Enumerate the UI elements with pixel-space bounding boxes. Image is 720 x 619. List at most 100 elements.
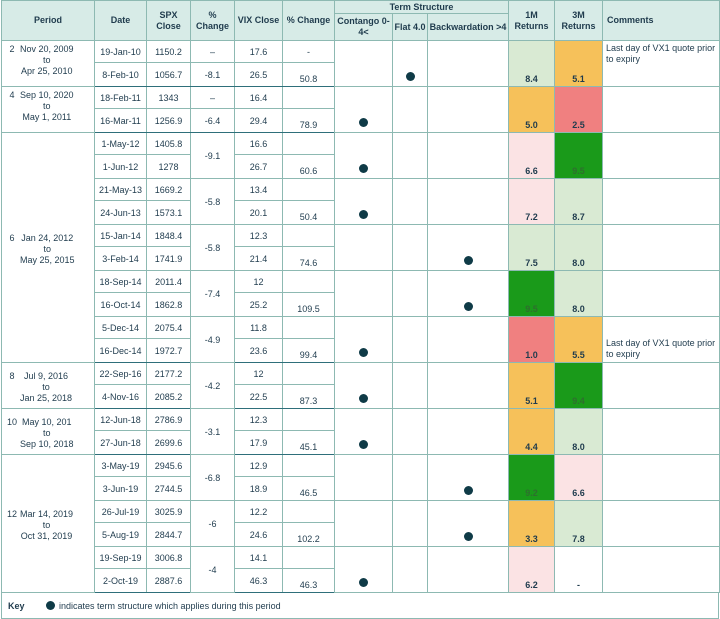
vix-close-cell: 16.6 [234,132,283,155]
vix-close-cell: 17.9 [234,430,283,455]
vix-change-cell: 102.2 [282,522,335,547]
date-cell: 5-Aug-19 [94,522,147,547]
vix-close-cell: 17.6 [234,40,283,63]
return-3m-cell: 2.5 [554,86,604,133]
vix-change-cell [282,270,335,293]
return-3m-value: 9.5 [572,166,585,176]
vix-close-cell: 14.1 [234,546,283,569]
return-3m-value: 8.0 [572,304,585,314]
spx-close-cell: 2177.2 [146,362,191,385]
comment-cell [602,86,720,133]
table-row: 6 Jan 24, 2012 to May 25, 2015 1-May-12 1405.… [1,132,720,363]
period-range: Jan 24, 2012 to May 25, 2015 [20,233,75,266]
term-contango-cell [334,362,393,409]
term-backwardation-cell [426,362,510,409]
vix-change-cell [282,546,335,569]
term-contango-cell [334,408,393,455]
vix-change-cell [282,316,335,339]
return-3m-value: 8.7 [572,212,585,222]
spx-change-cell: – [190,86,235,109]
return-1m-value: 8.4 [525,74,538,84]
period-cell: 6 Jan 24, 2012 to May 25, 2015 [1,132,95,363]
spx-close-cell: 2011.4 [146,270,191,293]
period-number: 4 [9,90,15,100]
return-1m-cell: 8.4 [508,40,556,87]
table-row: 4 Sep 10, 2020 to May 1, 2011 18-Feb-11 1343–… [1,86,720,133]
vix-change-cell: 50.8 [282,62,335,87]
term-contango-cell [334,86,393,133]
spx-change-cell: – [190,40,235,63]
period-start: Sep 10, 2020 [20,90,74,100]
return-1m-cell: 1.0 [508,316,556,363]
term-contango-cell [334,546,393,593]
date-cell: 12-Jun-18 [94,408,147,431]
spx-close-cell: 1848.4 [146,224,191,247]
period-range: May 10, 201 to Sep 10, 2018 [20,417,74,450]
date-cell: 16-Mar-11 [94,108,147,133]
spx-change-cell: -4.2 [190,362,235,409]
date-cell: 3-May-19 [94,454,147,477]
table-row: 5-Aug-19 2844.7 24.6 102.2 [2,522,720,547]
vix-close-cell: 21.4 [234,246,283,271]
term-dot-icon [463,486,473,495]
date-cell: 24-Jun-13 [94,200,147,225]
vix-close-cell: 25.2 [234,292,283,317]
key-label: Key [8,600,25,611]
date-cell: 22-Sep-16 [94,362,147,385]
spx-change-cell: -9.1 [190,132,235,179]
period-to: to [43,243,52,254]
period-start: Jul 9, 2016 [24,370,69,381]
vix-close-cell: 12 [234,270,283,293]
spx-close-cell: 2786.9 [146,408,191,431]
return-3m-value: 6.6 [572,488,585,498]
period-end: Apr 25, 2010 [21,66,73,76]
term-dot-icon [463,256,473,265]
table-row: 18-Sep-14 2011.4 -7.4 12 9.5 8.0 [2,270,720,317]
spx-close-cell: 1150.2 [146,40,191,63]
header-vix: VIX Close [234,0,283,41]
term-flat-cell [392,86,428,133]
term-flat-cell [392,362,428,409]
return-1m-value: 7.2 [525,212,538,222]
vix-change-cell [282,86,335,109]
date-cell: 15-Jan-14 [94,224,147,247]
header-spx-change: % Change [190,0,235,41]
period-range: Jul 9, 2016 to Jan 25, 2018 [20,371,72,404]
term-contango-cell [334,40,393,87]
term-flat-cell [392,40,428,87]
date-cell: 18-Sep-14 [94,270,147,293]
period-number: 6 [9,232,15,243]
vix-change-cell [282,362,335,385]
term-contango-cell [334,132,393,179]
vix-change-cell [282,132,335,155]
return-1m-value: 9.2 [525,488,538,498]
date-cell: 5-Dec-14 [94,316,147,339]
term-backwardation-cell [426,40,510,87]
vix-change-cell [282,224,335,247]
date-cell: 4-Nov-16 [94,384,147,409]
date-cell: 27-Jun-18 [94,430,147,455]
term-flat-cell [392,316,428,363]
vix-change-cell: 50.4 [282,200,335,225]
return-1m-cell: 9.5 [508,270,556,317]
term-backwardation-cell [426,500,510,547]
period-cell: 2 Nov 20, 2009 to Apr 25, 2010 [1,40,95,87]
comment-cell: Last day of VX1 quote prior to expiry [602,316,720,363]
return-3m-value: 2.5 [572,120,585,130]
return-3m-cell: 8.7 [554,178,604,225]
period-end: May 25, 2015 [20,254,75,265]
table-row: 19-Sep-19 3006.8 -4 14.1 6.2 - [2,546,720,593]
vix-change-cell: - [282,40,335,63]
table-row: 1-Jun-12 1278 26.7 60.6 [2,154,720,179]
return-3m-cell: 8.0 [554,224,604,271]
vix-close-cell: 29.4 [234,108,283,133]
vix-close-cell: 12.3 [234,408,283,431]
period-cell: 12 Mar 14, 2019 to Oct 31, 2019 [1,454,95,593]
table-row: 16-Oct-14 1862.8 25.2 109.5 [2,292,720,317]
term-backwardation-cell [426,224,510,271]
header-period: Period [1,0,95,41]
term-dot-icon [463,302,473,311]
table-row: 2-Oct-19 2887.6 46.3 46.3 [2,568,720,593]
term-flat-cell [392,454,428,501]
spx-change-cell: -6 [190,500,235,547]
